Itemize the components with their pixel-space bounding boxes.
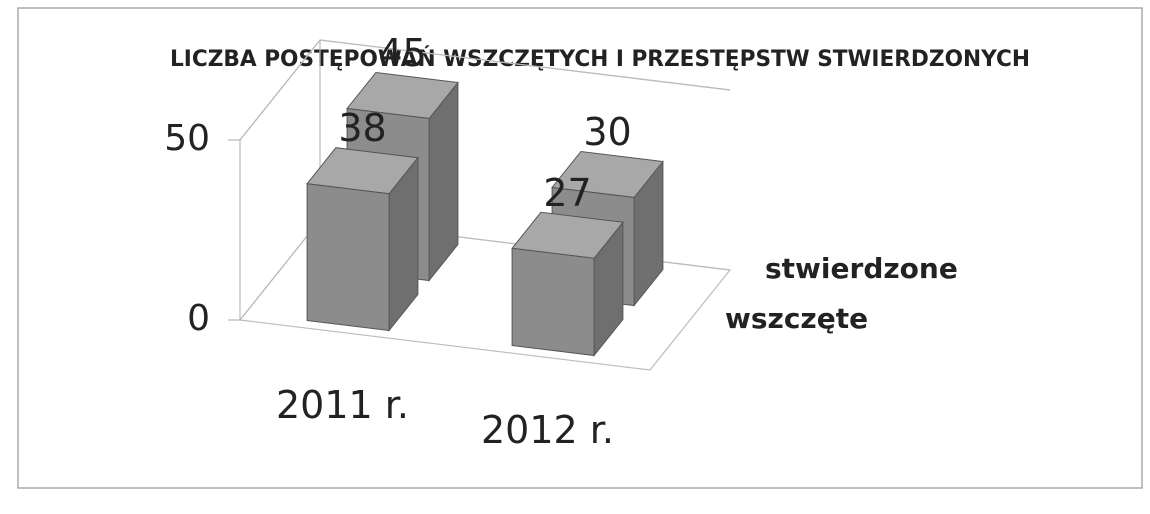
value-label: 27 [543,171,591,215]
bar-front [306,183,390,332]
bar-front [511,247,595,357]
chart-title: LICZBA POSTĘPOWAŃ WSZCZĘTYCH I PRZESTĘPS… [170,46,1030,72]
legend-label: wszczęte [725,302,868,335]
value-label: 45 [378,31,426,75]
bar [306,147,419,332]
x-tick-label: 2011 r. [276,383,409,427]
bar [511,211,624,357]
grid-line [228,39,731,141]
x-tick-label: 2012 r. [481,408,614,452]
y-tick-label: 0 [187,298,210,339]
value-label: 38 [338,106,386,150]
legend-label: stwierdzone [765,252,958,285]
value-label: 30 [583,110,631,154]
y-tick-label: 50 [164,118,210,159]
